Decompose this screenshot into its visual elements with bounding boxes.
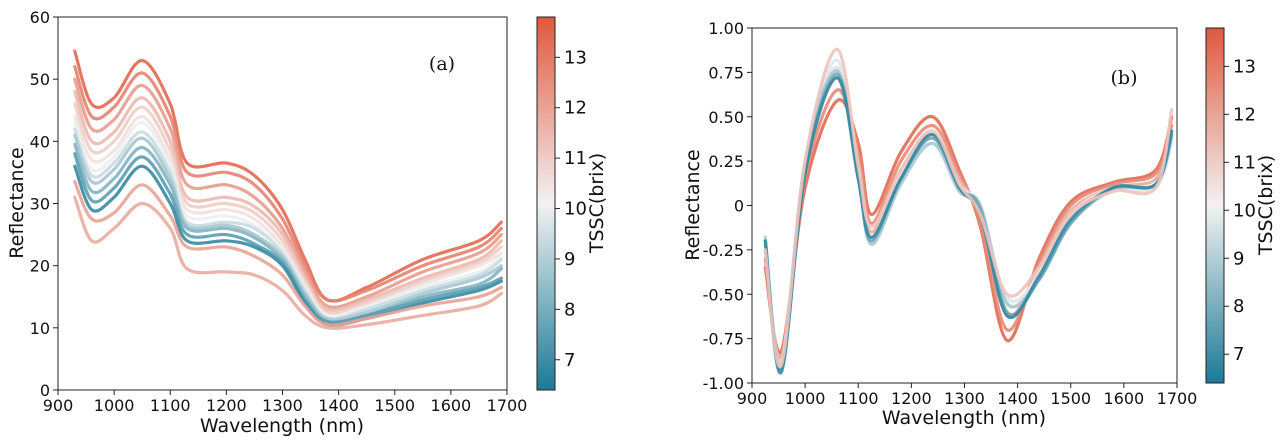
chart-b-ylabel: Reflectance	[682, 149, 704, 260]
chart-b-colorbar	[1205, 27, 1225, 384]
chart-a-xtick-label: 900	[43, 396, 74, 415]
chart-a-spectrum-12	[73, 164, 503, 327]
chart-b-ytick-label: 0.25	[708, 152, 744, 171]
chart-b-spectrum-9	[763, 47, 1174, 369]
chart-b-ytick-label: -0.75	[703, 330, 744, 349]
chart-a-colorbar-tick-label: 7	[564, 350, 575, 371]
chart-b-xtick-label: 1700	[1157, 389, 1198, 408]
chart-b-xtick-label: 1300	[944, 389, 985, 408]
chart-b-panel-label: (b)	[1111, 67, 1138, 89]
chart-a-spectrum-10	[73, 142, 503, 325]
chart-a-colorbar-tick-label: 13	[564, 47, 587, 68]
chart-b: (b) Wavelength (nm) Reflectance TSSC(bri…	[682, 19, 1277, 429]
chart-a-panel-label: (a)	[429, 53, 455, 75]
chart-a-spectrum-14	[73, 195, 503, 330]
chart-b-ytick-label: 0	[734, 197, 744, 216]
chart-b-colorbar-tick-label: 8	[1233, 296, 1244, 317]
chart-a-ytick-label: 30	[30, 195, 50, 214]
chart-b-series-group	[763, 47, 1174, 375]
chart-a-spectrum-5	[73, 102, 503, 315]
chart-a-spectrum-7	[73, 121, 503, 318]
chart-a-xtick-label: 1500	[374, 396, 415, 415]
chart-a-colorbar-tick-label: 10	[564, 199, 587, 220]
chart-a-colorbar-tick-label: 9	[564, 249, 575, 270]
chart-a-spectrum-8	[73, 127, 503, 321]
chart-a-xtick-label: 1400	[318, 396, 359, 415]
chart-b-spectrum-1	[763, 98, 1174, 355]
chart-a: (a) Wavelength (nm) Reflectance TSSC(bri…	[6, 8, 608, 437]
chart-a-xtick-label: 1000	[94, 396, 135, 415]
chart-b-spectrum-2	[763, 88, 1174, 360]
chart-b-ytick-label: 0.50	[708, 108, 744, 127]
chart-b-xtick-label: 1100	[838, 389, 879, 408]
chart-b-xtick-label: 1500	[1050, 389, 1091, 408]
chart-b-ytick-label: -0.50	[703, 285, 744, 304]
chart-a-spectrum-13	[73, 180, 503, 327]
chart-b-ytick-label: 0.75	[708, 63, 744, 82]
chart-a-series-group	[73, 49, 503, 330]
chart-a-colorbar-label: TSSC(brix)	[586, 153, 608, 254]
chart-b-xtick-label: 1200	[891, 389, 932, 408]
chart-a-ytick-label: 0	[40, 381, 50, 400]
chart-b-xtick-label: 900	[737, 389, 768, 408]
chart-a-colorbar-tick-label: 12	[564, 98, 587, 119]
chart-b-colorbar-tick-label: 12	[1233, 104, 1256, 125]
chart-a-spectrum-2	[73, 65, 503, 303]
chart-a-ytick-label: 60	[30, 8, 50, 27]
chart-a-colorbar	[536, 16, 556, 391]
chart-a-xtick-label: 1700	[487, 396, 528, 415]
chart-a-colorbar-tick-label: 11	[564, 148, 587, 169]
chart-a-xlabel: Wavelength (nm)	[200, 415, 364, 437]
chart-b-spectrum-4	[763, 65, 1174, 365]
chart-a-xtick-label: 1600	[431, 396, 472, 415]
chart-a-colorbar-tick-label: 8	[564, 299, 575, 320]
chart-b-colorbar-tick-label: 10	[1233, 200, 1256, 221]
chart-a-spectrum-4	[73, 90, 503, 312]
chart-a-xtick-label: 1300	[262, 396, 303, 415]
chart-b-ytick-label: 1.00	[708, 19, 744, 38]
chart-b-ytick-label: -1.00	[703, 374, 744, 393]
chart-a-ytick-label: 10	[30, 319, 50, 338]
chart-a-ytick-label: 50	[30, 70, 50, 89]
chart-a-spectrum-6	[73, 114, 503, 318]
chart-a-spectrum-3	[73, 77, 503, 309]
chart-a-xtick-label: 1100	[150, 396, 191, 415]
chart-b-xlabel: Wavelength (nm)	[882, 407, 1046, 429]
chart-a-xtick-label: 1200	[206, 396, 247, 415]
chart-a-ytick-label: 20	[30, 257, 50, 276]
chart-a-spectrum-1	[73, 49, 503, 303]
chart-b-ytick-label: -0.25	[703, 241, 744, 260]
chart-b-colorbar-tick-label: 11	[1233, 152, 1256, 173]
chart-b-xtick-label: 1600	[1104, 389, 1145, 408]
chart-b-xtick-label: 1400	[997, 389, 1038, 408]
chart-b-colorbar-tick-label: 9	[1233, 248, 1244, 269]
chart-a-ylabel: Reflectance	[6, 147, 28, 258]
chart-b-colorbar-tick-label: 13	[1233, 56, 1256, 77]
chart-b-colorbar-tick-label: 7	[1233, 344, 1244, 365]
chart-a-spectrum-9	[73, 133, 503, 322]
chart-b-xtick-label: 1000	[785, 389, 826, 408]
chart-b-colorbar-label: TSSC(brix)	[1255, 155, 1277, 256]
chart-a-ytick-label: 40	[30, 132, 50, 151]
chart-a-spectrum-11	[73, 152, 503, 324]
